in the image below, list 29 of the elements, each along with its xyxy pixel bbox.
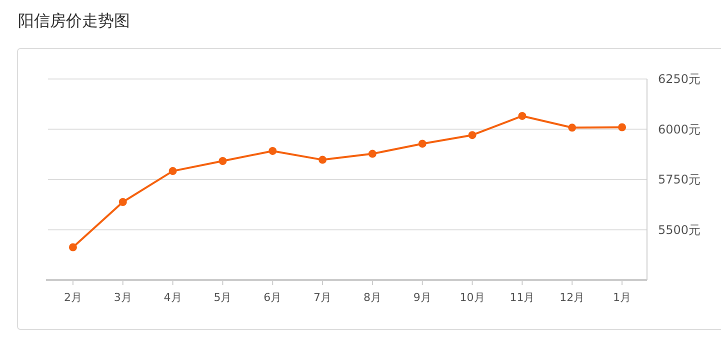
x-tick-label: 4月 <box>164 291 182 304</box>
y-tick-label: 6000元 <box>658 122 701 136</box>
point <box>218 157 227 166</box>
x-tick-label: 3月 <box>114 291 132 304</box>
x-tick-label: 8月 <box>363 291 382 304</box>
y-tick-label: 6250元 <box>658 72 701 86</box>
x-tick-label: 2月 <box>64 291 82 304</box>
point <box>118 198 127 206</box>
x-tick-label: 9月 <box>413 291 432 304</box>
point <box>518 112 526 120</box>
x-tick-label: 6月 <box>264 291 282 304</box>
point <box>268 146 277 155</box>
title: 阳信房价走势图 <box>18 11 130 30</box>
point <box>568 124 576 132</box>
point <box>368 150 376 158</box>
point <box>68 243 77 252</box>
x-tick-label: 12月 <box>560 291 585 304</box>
y-tick-label: 5750元 <box>658 172 701 186</box>
x-tick-label: 5月 <box>214 291 232 304</box>
point <box>468 131 476 140</box>
y-tick-label: 5500元 <box>658 222 701 237</box>
x-tick-label: 1月 <box>613 291 632 304</box>
point <box>318 156 327 164</box>
point <box>168 167 177 176</box>
x-tick-label: 10月 <box>460 291 485 304</box>
point <box>418 140 426 148</box>
x-tick-label: 7月 <box>314 291 332 304</box>
point <box>618 123 626 132</box>
x-tick-label: 11月 <box>510 291 535 304</box>
